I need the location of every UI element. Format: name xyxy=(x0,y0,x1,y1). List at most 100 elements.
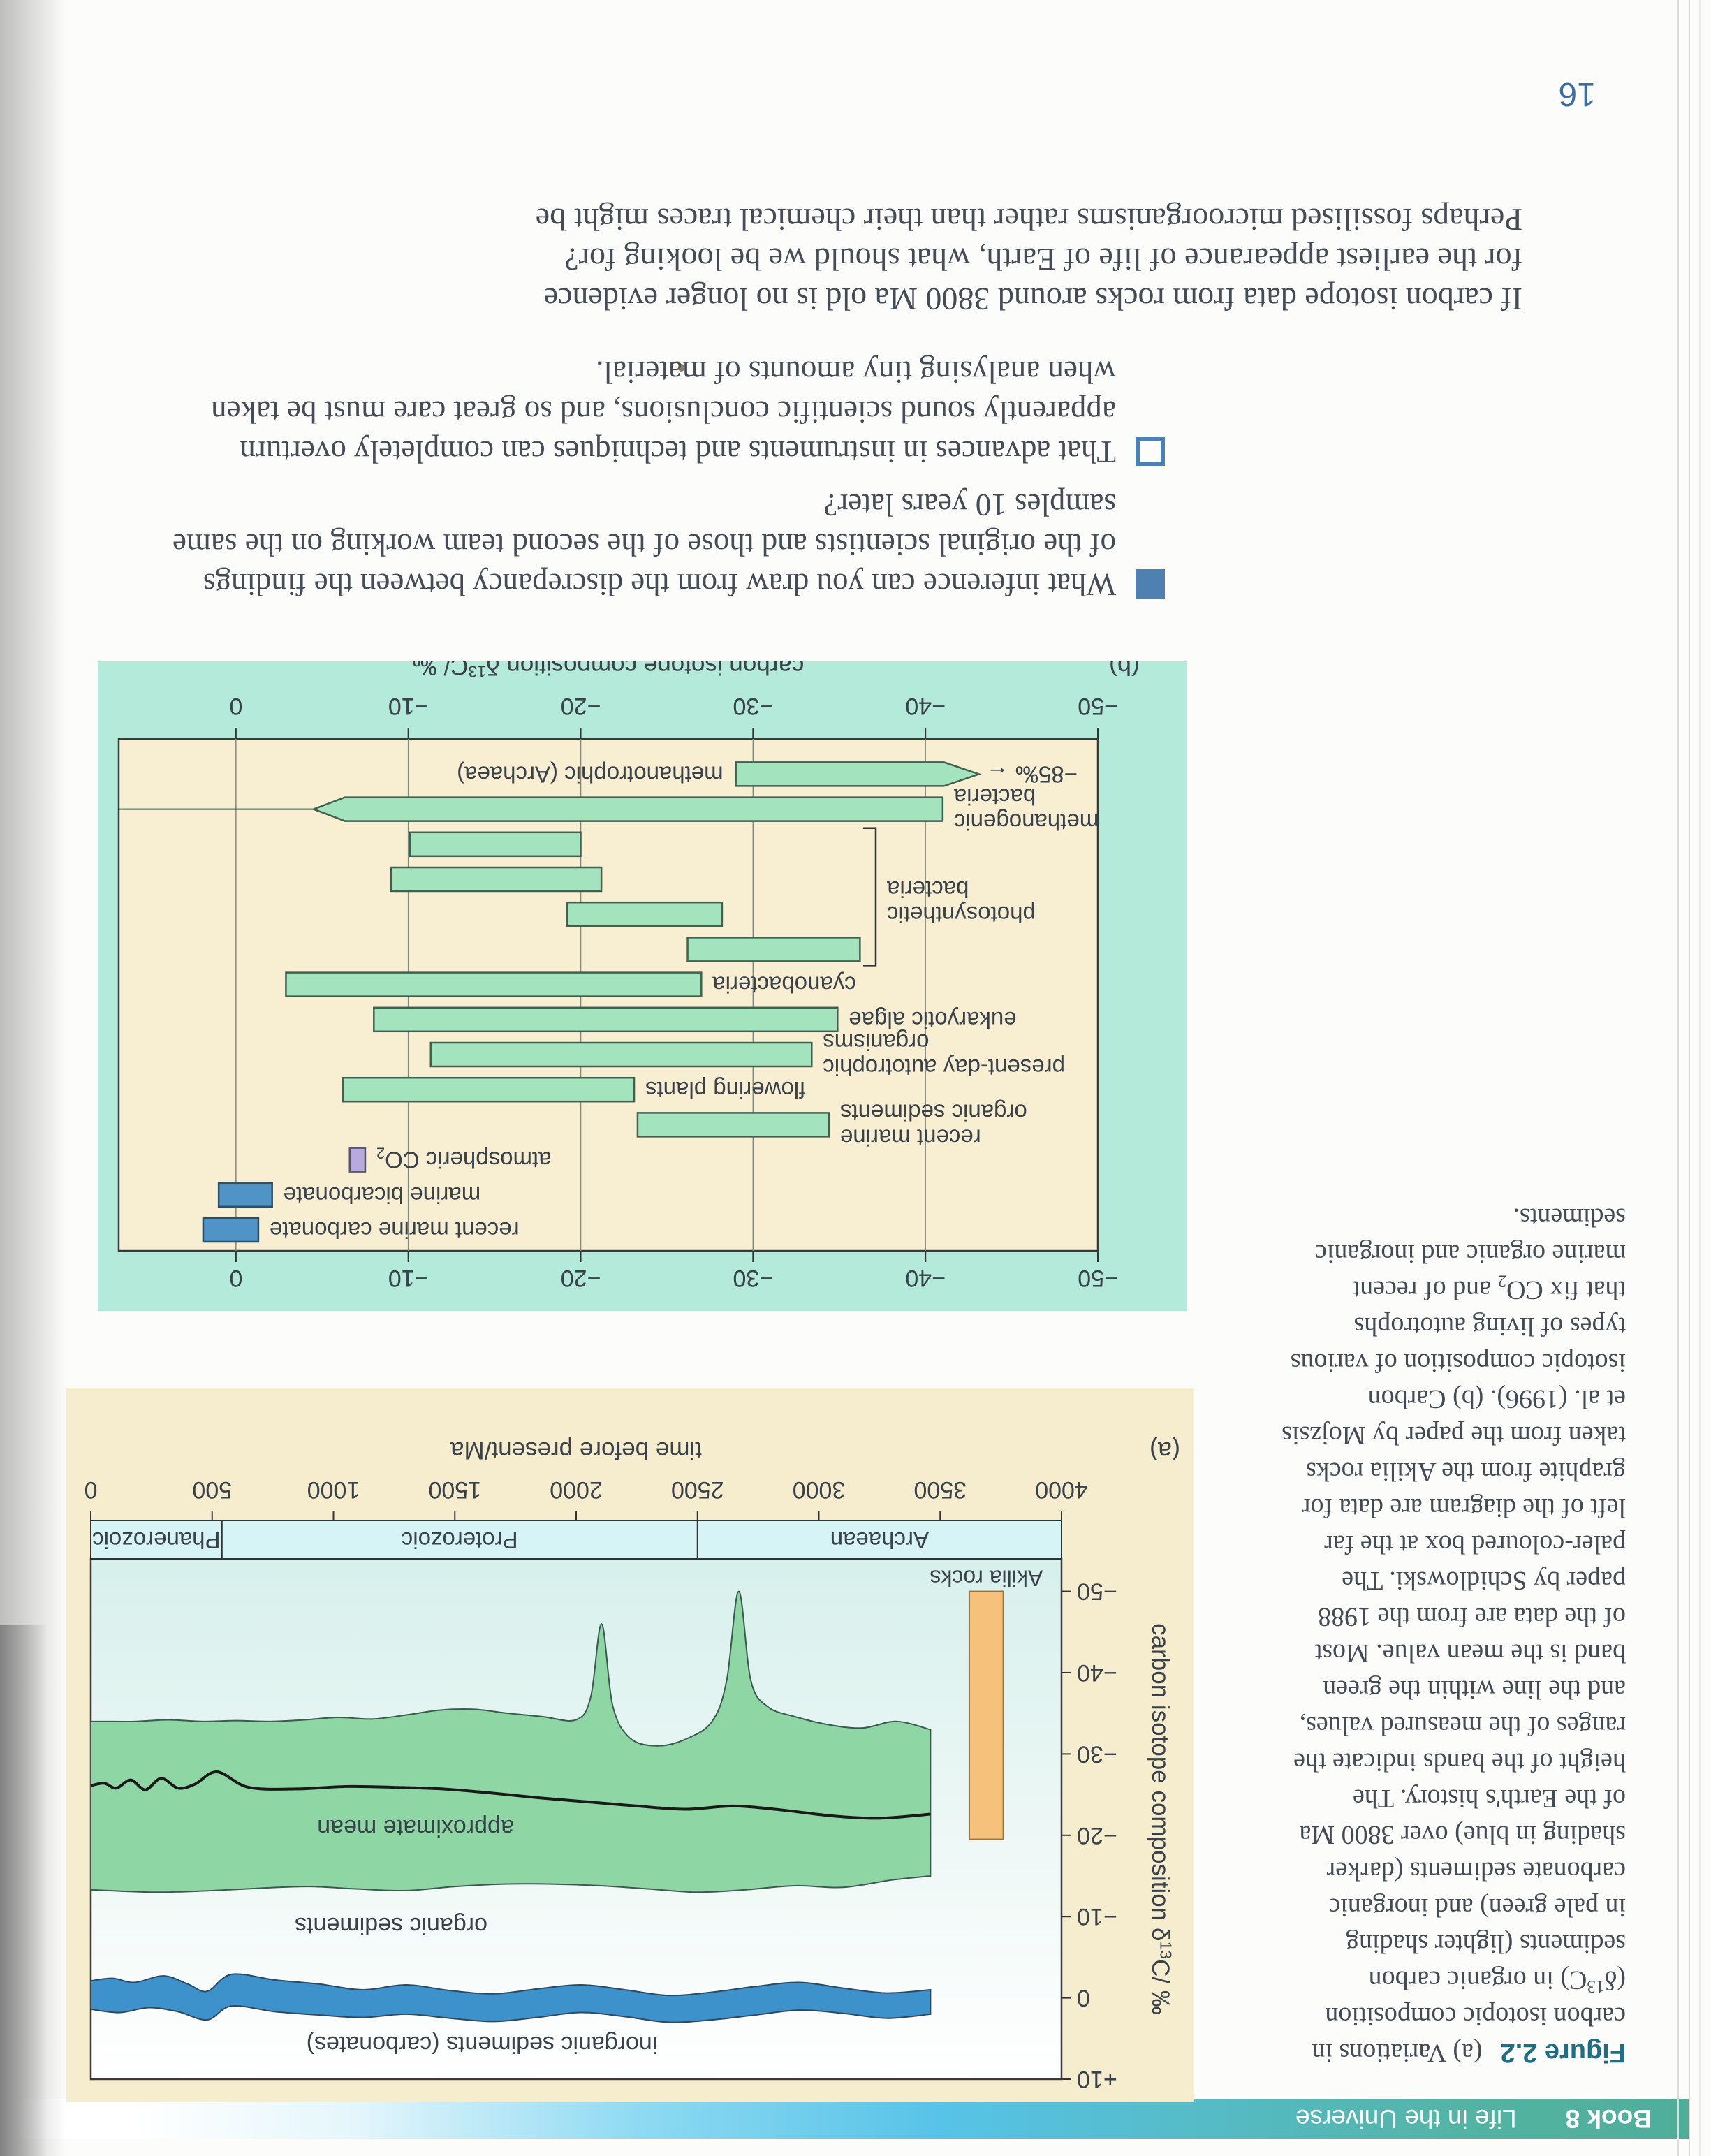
svg-text:(a): (a) xyxy=(1150,1437,1180,1465)
svg-text:2000: 2000 xyxy=(550,1476,603,1503)
svg-text:organic sediments: organic sediments xyxy=(295,1912,487,1939)
figure-caption: Figure 2.2(a) Variations in carbon isotop… xyxy=(1282,1203,1626,2067)
open-square-bullet-marker xyxy=(1136,437,1165,466)
svg-text:−50: −50 xyxy=(1078,1265,1118,1291)
chart-a-carbon-isotope-time-series: Akilia rocks inorganic sediments (carbona… xyxy=(66,1388,1194,2102)
svg-text:photosynthetic: photosynthetic xyxy=(887,902,1036,927)
range-bar-row xyxy=(735,761,982,787)
svg-text:0: 0 xyxy=(229,693,242,719)
svg-text:methanotrophic (Archaea): methanotrophic (Archaea) xyxy=(457,761,724,787)
bullet-text: That advances in instruments and techniq… xyxy=(211,355,1116,469)
era-cell xyxy=(696,1520,1062,1560)
svg-text:−20: −20 xyxy=(561,1265,601,1291)
photosynthetic-bracket xyxy=(863,827,877,967)
range-bar-row xyxy=(409,831,582,858)
range-bar-row xyxy=(217,1182,273,1208)
svg-text:+10: +10 xyxy=(1077,2066,1117,2092)
range-bar-row xyxy=(566,901,724,927)
svg-text:flowering plants: flowering plants xyxy=(645,1077,805,1103)
range-bar-row xyxy=(202,1217,260,1243)
svg-text:−30: −30 xyxy=(733,693,773,719)
panel-b-svg: −50 −50 −40 −40 −30 −30 −20 −20 −10 −10 0 0 carbon i… xyxy=(98,652,1187,1311)
svg-text:−40: −40 xyxy=(905,693,946,719)
svg-text:−10: −10 xyxy=(1077,1903,1117,1930)
book-number: Book 8 xyxy=(1565,2104,1652,2134)
svg-text:carbon isotope composition δ13: carbon isotope composition δ13C/ ‰ xyxy=(1147,1623,1175,2015)
svg-text:bacteria: bacteria xyxy=(886,877,969,902)
svg-text:eukaryotic algae: eukaryotic algae xyxy=(849,1007,1016,1033)
range-bar-row xyxy=(429,1041,813,1068)
approximate-mean-line xyxy=(90,1770,931,1820)
page-header-banner: Book 8 Life in the Universe xyxy=(21,2099,1690,2139)
panel-a-svg: Akilia rocks inorganic sediments (carbona… xyxy=(66,1388,1194,2102)
book-title: Life in the Universe xyxy=(1295,2104,1517,2134)
era-cell xyxy=(221,1520,698,1560)
svg-text:0: 0 xyxy=(229,1265,242,1291)
svg-text:−50: −50 xyxy=(1078,693,1118,719)
svg-text:1000: 1000 xyxy=(307,1476,360,1503)
range-bar-row xyxy=(390,866,603,893)
range-bar-row xyxy=(348,1147,367,1173)
svg-text:−20: −20 xyxy=(561,693,601,719)
svg-text:2500: 2500 xyxy=(671,1476,724,1503)
svg-text:3000: 3000 xyxy=(793,1476,846,1503)
filled-square-bullet-marker xyxy=(1136,569,1165,599)
range-bar-row xyxy=(686,937,861,962)
akilia-rocks-box xyxy=(968,1590,1004,1840)
range-bar-row xyxy=(373,1006,839,1033)
svg-text:organisms: organisms xyxy=(823,1029,929,1055)
svg-text:−40: −40 xyxy=(1077,1659,1117,1686)
svg-text:organic sediments: organic sediments xyxy=(840,1099,1027,1125)
svg-text:−30: −30 xyxy=(733,1265,773,1291)
svg-text:marine bicarbonate: marine bicarbonate xyxy=(284,1182,481,1208)
body-paragraph: If carbon isotope data from rocks around… xyxy=(535,202,1522,317)
svg-text:0: 0 xyxy=(1077,1985,1090,2011)
page-edge-line xyxy=(1689,0,1690,2156)
scan-gutter-shadow-dark xyxy=(0,1625,56,2156)
svg-text:recent marine: recent marine xyxy=(840,1124,981,1150)
svg-text:(b): (b) xyxy=(1109,661,1140,681)
svg-text:Archaean: Archaean xyxy=(830,1527,929,1553)
range-bar-row xyxy=(342,1076,636,1103)
svg-text:0: 0 xyxy=(85,1476,98,1503)
svg-text:Akilia rocks: Akilia rocks xyxy=(930,1565,1043,1590)
svg-text:atmospheric CO2: atmospheric CO2 xyxy=(376,1145,552,1173)
svg-text:3500: 3500 xyxy=(913,1476,967,1503)
svg-text:−10: −10 xyxy=(388,1265,429,1291)
range-bar-row xyxy=(285,971,703,997)
svg-text:−85‰ ←: −85‰ ← xyxy=(986,761,1078,787)
svg-text:cyanobacteria: cyanobacteria xyxy=(712,972,856,998)
svg-text:time before present/Ma: time before present/Ma xyxy=(450,1437,702,1464)
page-edge-line xyxy=(1677,0,1679,2156)
svg-text:recent marine carbonate: recent marine carbonate xyxy=(270,1217,520,1243)
era-cell xyxy=(90,1520,223,1560)
svg-text:present-day autotrophic: present-day autotrophic xyxy=(823,1055,1065,1080)
svg-text:bacteria: bacteria xyxy=(953,784,1036,810)
svg-text:4000: 4000 xyxy=(1035,1476,1088,1503)
carbonate-sediments-band xyxy=(90,1973,932,2023)
organic-sediments-band xyxy=(90,1590,932,1893)
page-number: 16 xyxy=(1558,75,1596,112)
svg-text:−10: −10 xyxy=(388,693,429,719)
svg-text:carbon isotope composition δ13: carbon isotope composition δ13C/ ‰ xyxy=(413,661,805,681)
svg-text:Phanerozoic: Phanerozoic xyxy=(92,1527,220,1553)
svg-text:methanogenic: methanogenic xyxy=(954,809,1099,835)
svg-text:500: 500 xyxy=(192,1476,232,1503)
svg-text:inorganic sediments (carbonate: inorganic sediments (carbonates) xyxy=(307,2031,658,2058)
range-bar-row xyxy=(119,796,944,822)
svg-text:1500: 1500 xyxy=(428,1476,481,1503)
svg-text:approximate mean: approximate mean xyxy=(317,1814,514,1841)
svg-text:−20: −20 xyxy=(1077,1822,1117,1849)
svg-text:Proterozoic: Proterozoic xyxy=(402,1527,518,1553)
page-edge-line xyxy=(1699,0,1701,2156)
chart-b-carbon-isotope-range-bars: −50 −50 −40 −40 −30 −30 −20 −20 −10 −10 0 0 carbon i… xyxy=(98,652,1187,1311)
bullet-text: What inference can you draw from the dis… xyxy=(172,487,1116,602)
figure-label: Figure 2.2 xyxy=(1500,2038,1626,2067)
svg-text:−50: −50 xyxy=(1077,1578,1117,1605)
range-bar-row xyxy=(636,1112,830,1138)
scan-speck xyxy=(678,364,684,372)
svg-text:−40: −40 xyxy=(905,1265,946,1291)
svg-text:−30: −30 xyxy=(1077,1740,1117,1767)
